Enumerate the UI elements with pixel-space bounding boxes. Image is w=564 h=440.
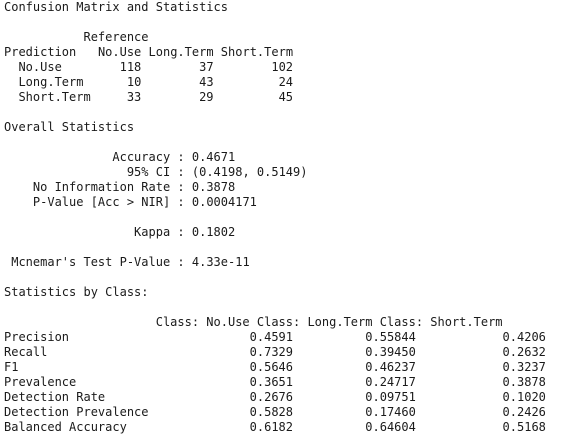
class-row: Prevalence 0.3651 0.24717 0.3878 — [4, 375, 562, 390]
class-row-label: Prevalence — [4, 375, 77, 389]
by-class-title: Statistics by Class: — [4, 285, 149, 299]
class-row: Recall 0.7329 0.39450 0.2632 — [4, 345, 562, 360]
class-cell: 0.09751 — [365, 390, 416, 404]
class-cell: 0.2632 — [502, 345, 546, 359]
class-cell: 0.3651 — [249, 375, 293, 389]
matrix-col-header: Short.Term — [220, 45, 294, 59]
class-row-label: Recall — [4, 345, 48, 359]
output-title: Confusion Matrix and Statistics — [4, 0, 228, 14]
class-cell: 0.1020 — [502, 390, 546, 404]
r-console-output: Confusion Matrix and Statistics Referenc… — [4, 0, 562, 440]
class-cell: 0.64604 — [365, 420, 416, 434]
class-cell: 0.3237 — [502, 360, 546, 374]
class-col-header: Class: No.Use — [155, 315, 250, 329]
class-cell: 0.7329 — [249, 345, 294, 359]
matrix-row-label: No.Use — [18, 60, 62, 74]
stat-label: 95% CI — [126, 165, 171, 179]
class-cell: 0.46237 — [365, 360, 416, 374]
matrix-cell: 118 — [119, 60, 142, 74]
class-row: Detection Rate 0.2676 0.09751 0.1020 — [4, 390, 562, 405]
matrix-cell: 29 — [199, 90, 214, 104]
class-row-label: F1 — [4, 360, 19, 374]
nir-line: No Information Rate : 0.3878 — [32, 180, 236, 194]
matrix-row-label: Long.Term — [18, 75, 84, 89]
reference-header-line: Reference — [4, 30, 562, 45]
class-cell: 0.24717 — [365, 375, 416, 389]
class-cell: 0.2676 — [249, 390, 294, 404]
stat-label: Accuracy — [112, 150, 171, 164]
stat-value: (0.4198, 0.5149) — [191, 165, 308, 179]
matrix-cell: 102 — [271, 60, 294, 74]
matrix-cell: 10 — [126, 75, 142, 89]
mcnemar-line: Mcnemar's Test P-Value : 4.33e-11 — [11, 255, 250, 269]
class-cell: 0.4206 — [502, 330, 546, 344]
accuracy-line: Accuracy : 0.4671 — [112, 150, 236, 164]
stat-label: No Information Rate — [32, 180, 171, 194]
class-cell: 0.5168 — [502, 420, 546, 434]
class-cell: 0.6182 — [249, 420, 294, 434]
pvalue-line: P-Value [Acc > NIR] : 0.0004171 — [32, 195, 257, 209]
class-cell: 0.17460 — [365, 405, 416, 419]
matrix-row-label: Short.Term — [18, 90, 91, 104]
class-cell: 0.3878 — [502, 375, 546, 389]
matrix-col-header: Long.Term — [148, 45, 214, 59]
kappa-line: Kappa : 0.1802 — [134, 225, 236, 239]
stat-label: Mcnemar's Test P-Value — [11, 255, 171, 269]
matrix-cell: 37 — [199, 60, 214, 74]
class-cell: 0.4591 — [249, 330, 294, 344]
class-row-label: Balanced Accuracy — [4, 420, 127, 434]
class-row-label: Detection Rate — [4, 390, 106, 404]
class-col-header: Class: Short.Term — [379, 315, 503, 329]
prediction-label: Prediction — [4, 45, 77, 59]
overall-title: Overall Statistics — [4, 120, 135, 134]
class-cell: 0.5828 — [249, 405, 294, 419]
stat-label: Kappa — [134, 225, 171, 239]
matrix-header-row: Prediction No.Use Long.Term Short.Term — [4, 45, 562, 60]
class-cell: 0.55844 — [365, 330, 416, 344]
matrix-row: No.Use 118 37 102 — [4, 60, 562, 75]
matrix-row: Long.Term 10 43 24 — [4, 75, 562, 90]
class-row-label: Detection Prevalence — [4, 405, 149, 419]
class-row-label: Precision — [4, 330, 70, 344]
ci-line: 95% CI : (0.4198, 0.5149) — [126, 165, 308, 179]
class-row: Detection Prevalence 0.5828 0.17460 0.24… — [4, 405, 562, 420]
class-row: Balanced Accuracy 0.6182 0.64604 0.5168 — [4, 420, 562, 435]
stat-value: 0.1802 — [191, 225, 236, 239]
class-header-row: Class: No.Use Class: Long.Term Class: Sh… — [4, 315, 562, 330]
class-cell: 0.39450 — [365, 345, 416, 359]
stat-value: 4.33e-11 — [191, 255, 250, 269]
stat-value: 0.3878 — [191, 180, 236, 194]
stat-value: 0.0004171 — [191, 195, 257, 209]
class-cell: 0.2426 — [502, 405, 546, 419]
reference-label: Reference — [83, 30, 149, 44]
class-row: Precision 0.4591 0.55844 0.4206 — [4, 330, 562, 345]
class-cell: 0.5646 — [249, 360, 293, 374]
matrix-cell: 43 — [199, 75, 214, 89]
stat-label: P-Value [Acc > NIR] — [32, 195, 171, 209]
matrix-cell: 45 — [278, 90, 294, 104]
matrix-col-header: No.Use — [97, 45, 142, 59]
matrix-row: Short.Term 33 29 45 — [4, 90, 562, 105]
matrix-cell: 24 — [278, 75, 294, 89]
class-row: F1 0.5646 0.46237 0.3237 — [4, 360, 562, 375]
stat-value: 0.4671 — [191, 150, 236, 164]
matrix-cell: 33 — [126, 90, 142, 104]
class-col-header: Class: Long.Term — [256, 315, 373, 329]
